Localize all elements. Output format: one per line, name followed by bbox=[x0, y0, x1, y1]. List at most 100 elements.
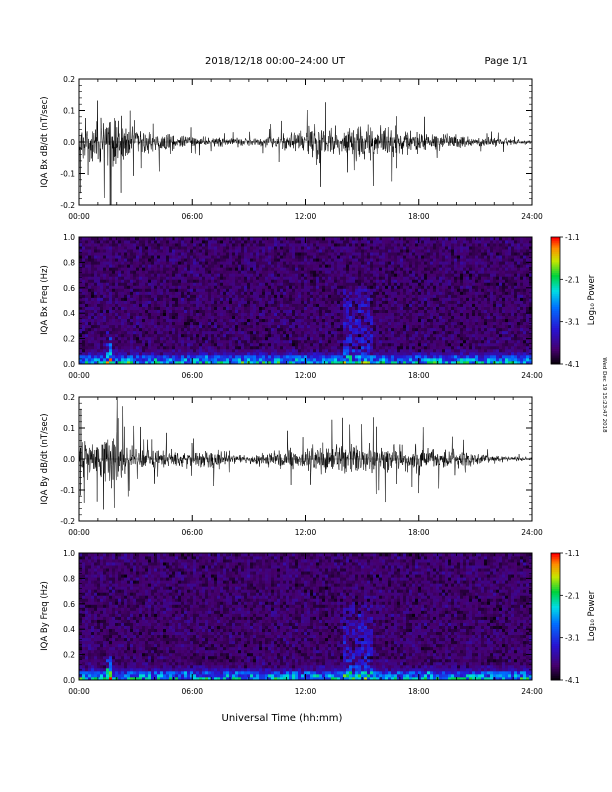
spectrogram-cell bbox=[190, 285, 194, 289]
spectrogram-cell bbox=[193, 339, 197, 344]
spectrogram-cell bbox=[136, 354, 140, 359]
spectrogram-cell bbox=[112, 360, 116, 365]
spectrogram-cell bbox=[310, 294, 314, 298]
spectrogram-cell bbox=[277, 270, 281, 274]
spectrogram-cell bbox=[400, 276, 404, 280]
spectrogram-cell bbox=[346, 255, 350, 259]
spectrogram-cell bbox=[259, 270, 263, 274]
spectrogram-cell bbox=[190, 279, 194, 283]
spectrogram-cell bbox=[82, 333, 86, 338]
spectrogram-cell bbox=[406, 348, 410, 353]
spectrogram-cell bbox=[220, 339, 224, 344]
spectrogram-cell bbox=[316, 252, 320, 256]
spectrogram-cell bbox=[85, 312, 89, 317]
spectrogram-cell bbox=[286, 273, 290, 277]
spectrogram-cell bbox=[208, 327, 212, 332]
spectrogram-cell bbox=[82, 276, 86, 280]
spectrogram-cell bbox=[193, 315, 197, 320]
spectrogram-cell bbox=[142, 333, 146, 338]
spectrogram-cell bbox=[325, 255, 329, 259]
spectrogram-cell bbox=[94, 300, 98, 304]
spectrogram-cell bbox=[397, 273, 401, 277]
spectrogram-cell bbox=[340, 288, 344, 292]
spectrogram-cell bbox=[85, 330, 89, 335]
spectrogram-cell bbox=[94, 321, 98, 326]
spectrogram-cell bbox=[130, 249, 134, 253]
spectrogram-cell bbox=[97, 279, 101, 283]
spectrogram-cell bbox=[193, 291, 197, 295]
spectrogram-cell bbox=[154, 243, 158, 247]
spectrogram-cell bbox=[418, 327, 422, 332]
spectrogram-cell bbox=[133, 339, 137, 344]
spectrogram-cell bbox=[361, 336, 365, 341]
spectrogram-cell bbox=[133, 270, 137, 274]
spectrogram-cell bbox=[172, 354, 176, 359]
spectrogram-cell bbox=[280, 282, 284, 286]
spectrogram-cell bbox=[142, 309, 146, 313]
spectrogram-cell bbox=[124, 309, 128, 313]
spectrogram-cell bbox=[421, 303, 425, 307]
spectrogram-cell bbox=[277, 294, 281, 298]
spectrogram-cell bbox=[82, 306, 86, 310]
spectrogram-cell bbox=[412, 300, 416, 304]
spectrogram-cell bbox=[232, 240, 236, 244]
spectrogram-cell bbox=[79, 297, 83, 301]
spectrogram-cell bbox=[334, 339, 338, 344]
spectrogram-cell bbox=[196, 300, 200, 304]
spectrogram-cell bbox=[139, 255, 143, 259]
spectrogram-cell bbox=[112, 354, 116, 359]
spectrogram-cell bbox=[295, 333, 299, 338]
spectrogram-cell bbox=[178, 315, 182, 320]
spectrogram-cell bbox=[109, 279, 113, 283]
spectrogram-cell bbox=[349, 282, 353, 286]
spectrogram-cell bbox=[241, 345, 245, 350]
spectrogram-cell bbox=[142, 285, 146, 289]
spectrogram-cell bbox=[190, 291, 194, 295]
spectrogram-cell bbox=[295, 315, 299, 320]
spectrogram-cell bbox=[259, 300, 263, 304]
spectrogram-cell bbox=[259, 339, 263, 344]
spectrogram-cell bbox=[388, 288, 392, 292]
spectrogram-cell bbox=[115, 270, 119, 274]
spectrogram-cell bbox=[421, 237, 425, 241]
dbdt-series-line bbox=[78, 100, 533, 206]
spectrogram-cell bbox=[373, 309, 377, 313]
spectrogram-cell bbox=[394, 306, 398, 310]
spectrogram-cell bbox=[82, 237, 86, 241]
spectrogram-cell bbox=[175, 312, 179, 317]
spectrogram-cell bbox=[307, 327, 311, 332]
spectrogram-cell bbox=[262, 258, 266, 262]
spectrogram-cell bbox=[349, 240, 353, 244]
spectrogram-cell bbox=[244, 291, 248, 295]
spectrogram-cell bbox=[190, 252, 194, 256]
spectrogram-cell bbox=[373, 348, 377, 353]
spectrogram-cell bbox=[115, 309, 119, 313]
spectrogram-cell bbox=[316, 306, 320, 310]
spectrogram-cell bbox=[175, 252, 179, 256]
spectrogram-cell bbox=[151, 339, 155, 344]
spectrogram-cell bbox=[187, 246, 191, 250]
spectrogram-cell bbox=[154, 264, 158, 268]
spectrogram-cell bbox=[262, 294, 266, 298]
spectrogram-cell bbox=[256, 282, 260, 286]
spectrogram-cell bbox=[250, 237, 254, 241]
spectrogram-cell bbox=[247, 315, 251, 320]
spectrogram-cell bbox=[391, 324, 395, 329]
spectrogram-cell bbox=[157, 246, 161, 250]
spectrogram-cell bbox=[241, 240, 245, 244]
spectrogram-cell bbox=[340, 279, 344, 283]
spectrogram-cell bbox=[244, 264, 248, 268]
spectrogram-cell bbox=[295, 243, 299, 247]
spectrogram-cell bbox=[325, 291, 329, 295]
spectrogram-cell bbox=[148, 336, 152, 341]
spectrogram-cell bbox=[406, 252, 410, 256]
spectrogram-cell bbox=[421, 273, 425, 277]
spectrogram-cell bbox=[271, 285, 275, 289]
spectrogram-cell bbox=[268, 306, 272, 310]
spectrogram-cell bbox=[331, 300, 335, 304]
spectrogram-cell bbox=[259, 261, 263, 265]
spectrogram-cell bbox=[364, 345, 368, 350]
spectrogram-cell bbox=[175, 264, 179, 268]
spectrogram-cell bbox=[301, 306, 305, 310]
spectrogram-cell bbox=[160, 243, 164, 247]
